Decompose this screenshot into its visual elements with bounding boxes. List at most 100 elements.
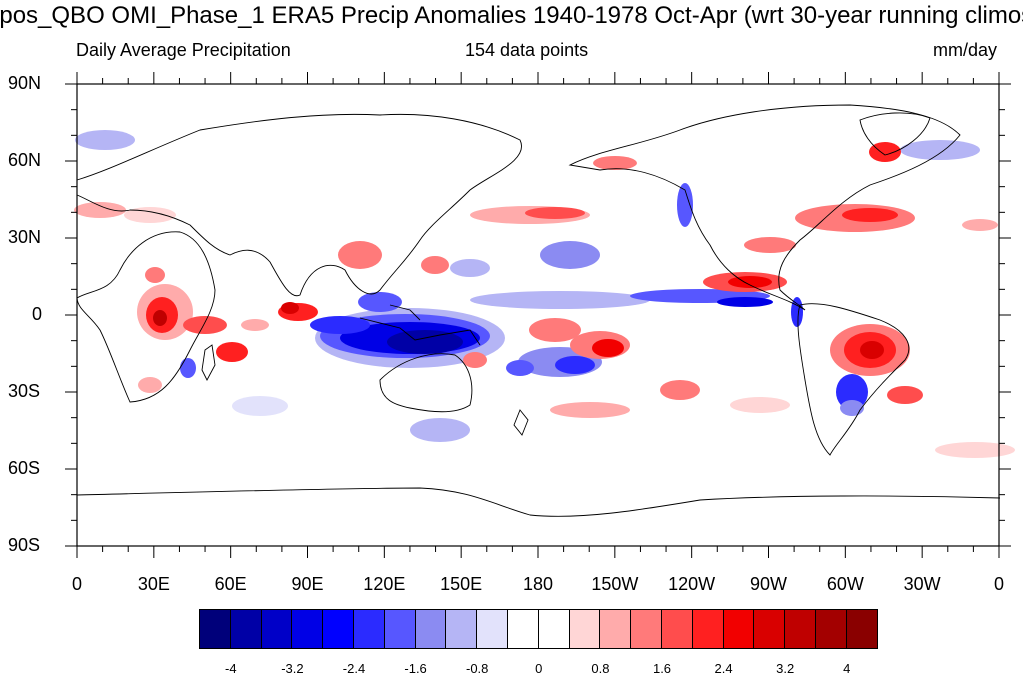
- colorbar-box: [414, 609, 447, 649]
- anomaly-patch: [791, 297, 803, 327]
- anomaly-field: [74, 130, 1015, 458]
- anomaly-patch: [550, 402, 630, 418]
- lat-label: 60N: [8, 150, 42, 170]
- anomaly-patch: [677, 183, 693, 227]
- colorbar-box: [445, 609, 478, 649]
- anomaly-patch: [232, 396, 288, 416]
- colorbar-label: -0.8: [465, 661, 489, 676]
- lon-label: 30E: [137, 574, 170, 594]
- colorbar-label: 1.6: [652, 661, 672, 676]
- lat-label: 30S: [8, 381, 41, 401]
- colorbar-box: [229, 609, 262, 649]
- lon-label: 150E: [440, 574, 483, 594]
- colorbar-box: [691, 609, 724, 649]
- lon-label: 90W: [749, 574, 788, 594]
- colorbar-box: [753, 609, 786, 649]
- coastline-north-america: [568, 104, 961, 311]
- lon-label: 120E: [363, 574, 406, 594]
- anomaly-patch: [180, 358, 196, 378]
- lat-label: 0: [31, 304, 42, 324]
- colorbar-label: -1.6: [404, 661, 427, 676]
- coastlines: [76, 104, 1001, 517]
- anomaly-patch: [153, 310, 167, 326]
- lat-label: 90S: [8, 535, 41, 555]
- colorbar-box: [199, 609, 231, 649]
- anomaly-patch: [887, 386, 923, 404]
- anomaly-patch: [216, 342, 248, 362]
- anomaly-patch: [450, 259, 490, 277]
- anomaly-patch: [555, 356, 595, 374]
- colorbar-label: -3.2: [281, 661, 304, 676]
- colorbar-box: [507, 609, 539, 649]
- colorbar-label: 0.8: [591, 661, 610, 676]
- colorbar-box: [815, 609, 847, 649]
- colorbar-box: [353, 609, 385, 649]
- coastline-new-zealand: [513, 409, 529, 436]
- colorbar-box: [722, 609, 755, 649]
- colorbar-box: [661, 609, 693, 649]
- anomaly-patch: [421, 256, 449, 274]
- anomaly-patch: [730, 397, 790, 413]
- anomaly-patch: [310, 316, 370, 334]
- colorbar-label: 3.2: [776, 661, 795, 676]
- anomaly-patch: [124, 207, 176, 223]
- anomaly-patch: [75, 130, 135, 150]
- anomaly-patch: [744, 237, 796, 253]
- anomaly-patch: [840, 400, 864, 416]
- coastline-africa: [76, 231, 216, 403]
- anomaly-patch: [529, 318, 581, 342]
- anomaly-patch: [241, 319, 269, 331]
- coastline-madagascar: [201, 344, 216, 381]
- lon-label: 0: [993, 574, 1005, 594]
- colorbar-box: [845, 609, 878, 649]
- anomaly-patch: [74, 202, 126, 218]
- anomaly-patch: [358, 292, 402, 312]
- anomaly-patch: [540, 241, 600, 269]
- lon-label: 150W: [591, 574, 639, 594]
- colorbar-box: [291, 609, 324, 649]
- anomaly-patch: [470, 291, 650, 309]
- anomaly-patch: [138, 377, 162, 393]
- anomaly-patch: [338, 241, 382, 269]
- anomaly-patch: [525, 207, 585, 219]
- anomaly-patch: [869, 142, 901, 162]
- lon-label: 0: [71, 574, 83, 594]
- colorbar-box: [476, 609, 508, 649]
- coastline-antarctica: [76, 487, 1001, 517]
- anomaly-patch: [717, 297, 773, 307]
- colorbar-label: 0: [535, 661, 543, 676]
- coastline-south-america: [797, 303, 910, 456]
- anomaly-patch: [592, 339, 624, 357]
- subtitle-right: mm/day: [932, 40, 997, 60]
- colorbar-label: 2.4: [714, 661, 733, 676]
- anomaly-patch: [728, 276, 772, 288]
- colorbar-box: [260, 609, 293, 649]
- anomaly-patch: [387, 330, 463, 354]
- colorbar-box: [568, 609, 601, 649]
- anomaly-patch: [836, 374, 868, 410]
- lon-label: 90E: [291, 574, 324, 594]
- anomaly-patch: [410, 418, 470, 442]
- colorbar-box: [784, 609, 816, 649]
- lon-label: 180: [522, 574, 554, 594]
- subtitle-left: Daily Average Precipitation: [76, 40, 291, 60]
- anomaly-patch: [145, 267, 165, 283]
- coastline-eurasia: [76, 113, 523, 297]
- lon-label: 30W: [903, 574, 941, 594]
- anomaly-patch: [660, 380, 700, 400]
- figure-title: ppos_QBO OMI_Phase_1 ERA5 Precip Anomali…: [0, 2, 1023, 29]
- anomaly-patch: [183, 316, 227, 334]
- lon-label: 60W: [826, 574, 864, 594]
- colorbar-label: -2.4: [342, 661, 366, 676]
- coastline-indonesia: [359, 304, 481, 346]
- coastline-australia: [379, 353, 473, 413]
- lon-label: 120W: [668, 574, 716, 594]
- anomaly-patch: [962, 219, 998, 231]
- lon-label: 60E: [214, 574, 247, 594]
- map-frame: [76, 83, 1000, 547]
- colorbar-box: [537, 609, 570, 649]
- subtitle-center: 154 data points: [465, 40, 589, 60]
- colorbar-label: 4: [843, 661, 851, 676]
- anomaly-patch: [593, 156, 637, 170]
